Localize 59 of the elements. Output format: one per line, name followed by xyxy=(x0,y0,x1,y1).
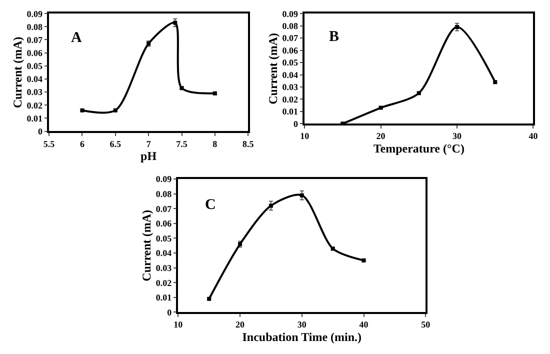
y-tick-label: 0.04 xyxy=(156,248,172,258)
x-tick-label: 8.5 xyxy=(242,138,254,149)
y-tick-label: 0.06 xyxy=(26,48,43,58)
y-tick-label: 0.01 xyxy=(282,106,299,117)
x-tick-label: 20 xyxy=(236,320,246,330)
x-tick-label: 40 xyxy=(528,131,538,142)
x-tick-label: 5.5 xyxy=(43,138,56,149)
y-axis-title: Current (mA) xyxy=(266,32,280,104)
annotation: B xyxy=(329,29,340,45)
y-tick-label: 0.09 xyxy=(282,8,299,19)
y-tick-label: 0.08 xyxy=(26,22,43,32)
y-tick-label: 0.09 xyxy=(156,174,172,184)
x-tick-label: 6.5 xyxy=(110,138,122,149)
y-tick-label: 0.06 xyxy=(282,45,299,56)
x-axis-title: pH xyxy=(140,149,158,164)
y-tick-label: 0.01 xyxy=(156,292,172,303)
y-tick-label: 0.09 xyxy=(26,8,43,19)
point xyxy=(300,193,304,198)
y-tick-label: 0.05 xyxy=(156,233,172,244)
y-tick-label: 0.05 xyxy=(26,61,43,72)
x-tick-label: 50 xyxy=(421,320,431,330)
x-tick-label: 30 xyxy=(452,131,462,142)
point xyxy=(173,20,178,25)
y-tick-label: 0.07 xyxy=(156,204,172,214)
y-tick-label: 0.01 xyxy=(26,113,43,124)
x-tick-label: 40 xyxy=(359,320,369,330)
y-tick-label: 0.04 xyxy=(282,70,299,80)
x-tick-label: 7 xyxy=(146,138,152,149)
y-axis-title: Current (mA) xyxy=(140,210,154,282)
y-tick-label: 0.03 xyxy=(282,82,299,92)
y-axis-title: Current (mA) xyxy=(10,36,25,108)
annotation: A xyxy=(71,30,82,46)
y-tick-label: 0.08 xyxy=(282,20,299,31)
y-tick-label: 0.02 xyxy=(156,278,172,288)
y-tick-label: 0.05 xyxy=(282,58,299,68)
x-tick-label: 30 xyxy=(297,320,307,330)
x-axis-title: Incubation Time (min.) xyxy=(242,330,362,344)
x-tick-label: 10 xyxy=(174,320,184,330)
y-tick-label: 0.03 xyxy=(156,262,172,273)
y-tick-label: 0.07 xyxy=(282,33,299,44)
y-tick-label: 0.02 xyxy=(26,100,43,110)
y-tick-label: 0 xyxy=(294,118,299,129)
x-tick-label: 10 xyxy=(300,131,310,142)
x-tick-label: 6 xyxy=(80,138,85,149)
y-tick-label: 0.07 xyxy=(26,34,43,45)
y-tick-label: 0 xyxy=(167,307,172,318)
x-tick-label: 8 xyxy=(212,138,218,149)
x-tick-label: 20 xyxy=(376,131,386,142)
point xyxy=(455,25,460,30)
y-tick-label: 0.06 xyxy=(156,218,172,229)
x-axis-title: Temperature (°C) xyxy=(373,142,464,156)
x-tick-label: 7.5 xyxy=(176,138,188,149)
y-tick-label: 0 xyxy=(38,126,43,136)
point xyxy=(268,204,273,208)
y-tick-label: 0.08 xyxy=(156,189,172,200)
y-tick-label: 0.03 xyxy=(26,87,43,98)
annotation: C xyxy=(205,197,216,213)
y-tick-label: 0.02 xyxy=(282,94,299,104)
y-tick-label: 0.04 xyxy=(26,74,43,84)
